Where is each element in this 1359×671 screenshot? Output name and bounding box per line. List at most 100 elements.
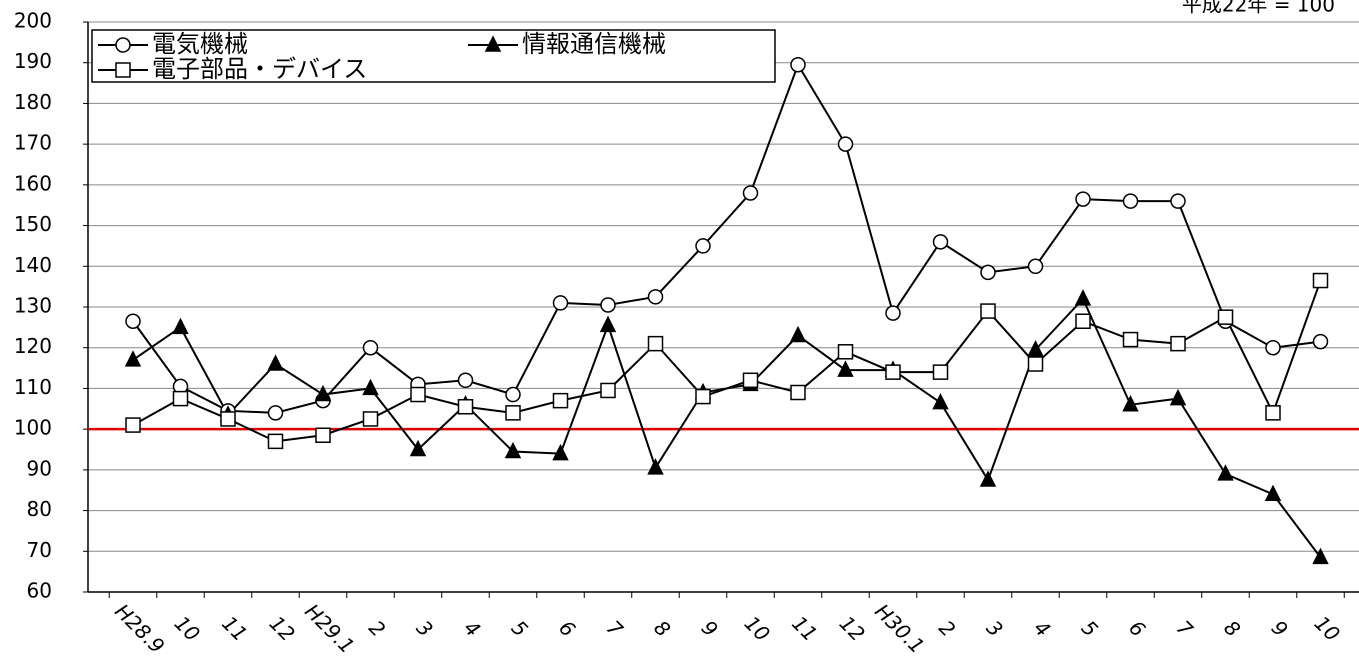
legend-box: [91, 29, 776, 83]
x-tick-label: 6: [1124, 616, 1150, 642]
point: [1075, 191, 1091, 207]
point: [647, 289, 664, 305]
point: [115, 62, 131, 78]
y-tick-label: 90: [27, 456, 52, 480]
x-tick-label: 12: [835, 611, 870, 646]
point: [1312, 547, 1329, 565]
point: [1027, 258, 1044, 275]
x-tick-label: 9: [697, 616, 723, 642]
x-tick-label: 4: [1029, 616, 1055, 642]
point: [552, 392, 569, 409]
point: [504, 441, 522, 459]
x-tick-label: 2: [934, 616, 960, 642]
y-tick-label: 120: [14, 334, 52, 358]
x-tick-label: 5: [1077, 616, 1103, 642]
point: [1075, 313, 1091, 329]
point: [599, 315, 617, 333]
y-tick-label: 110: [14, 375, 52, 399]
point: [695, 388, 711, 405]
point: [124, 350, 142, 367]
point: [979, 470, 997, 487]
point: [1170, 335, 1186, 352]
point: [1122, 193, 1139, 209]
point: [125, 417, 141, 433]
point: [315, 427, 331, 443]
y-tick-label: 180: [14, 90, 52, 114]
point: [1264, 484, 1282, 502]
point: [1217, 464, 1234, 481]
point: [1027, 340, 1044, 357]
point: [314, 384, 332, 402]
x-tick-label: 9: [1267, 616, 1293, 642]
point: [600, 297, 616, 313]
point: [790, 57, 806, 73]
point: [1169, 388, 1187, 406]
x-tick-label: 8: [649, 616, 675, 642]
point: [885, 364, 901, 380]
y-tick-label: 200: [14, 9, 52, 33]
point: [789, 325, 807, 343]
x-tick-label: 7: [602, 616, 628, 642]
x-tick-label: H29.1: [300, 599, 359, 658]
y-tick-label: 140: [14, 253, 52, 277]
y-tick-label: 100: [14, 416, 52, 440]
y-tick-label: 160: [14, 171, 52, 195]
legend-label: 電気機械: [152, 30, 248, 58]
point: [220, 411, 236, 427]
point: [837, 136, 854, 152]
point: [409, 439, 427, 457]
series-line: [132, 62, 1321, 414]
point: [647, 335, 664, 352]
x-tick-label: 11: [217, 611, 252, 646]
point: [267, 354, 284, 371]
x-tick-label: 8: [1219, 616, 1245, 642]
x-tick-label: 3: [412, 616, 438, 642]
point: [742, 372, 759, 389]
y-tick-label: 80: [27, 497, 52, 521]
point: [932, 393, 949, 410]
x-tick-label: 6: [554, 616, 580, 642]
point: [457, 399, 474, 415]
point: [172, 317, 189, 335]
y-tick-label: 150: [14, 212, 52, 236]
point: [1312, 272, 1329, 289]
y-tick-label: 70: [27, 538, 52, 562]
point: [1265, 405, 1281, 421]
point: [932, 234, 949, 250]
series-line: [132, 280, 1322, 443]
y-tick-label: 170: [14, 131, 52, 155]
point: [552, 443, 569, 461]
point: [1265, 339, 1281, 356]
point: [115, 37, 131, 53]
point: [1027, 356, 1044, 372]
point: [837, 360, 854, 377]
point: [125, 313, 141, 329]
point: [267, 405, 284, 421]
point: [885, 305, 901, 321]
x-tick-label: 2: [364, 616, 390, 642]
x-tick-label: H30.1: [870, 599, 929, 658]
point: [267, 433, 284, 450]
point: [932, 364, 949, 380]
unit-note: 平成22年 = 100: [1182, 0, 1335, 17]
point: [172, 390, 189, 407]
point: [362, 339, 379, 356]
point: [1122, 331, 1139, 348]
point: [980, 264, 996, 281]
point: [790, 384, 806, 401]
point: [1074, 289, 1092, 306]
y-tick-label: 130: [14, 294, 52, 318]
x-tick-label: 7: [1172, 616, 1198, 642]
x-tick-label: 10: [740, 611, 775, 646]
point: [552, 295, 569, 311]
point: [457, 372, 474, 389]
point: [1170, 193, 1186, 209]
x-tick-label: H28.9: [110, 599, 169, 658]
point: [600, 382, 616, 399]
point: [505, 386, 521, 403]
point: [647, 458, 664, 475]
point: [505, 405, 521, 421]
point: [837, 344, 854, 360]
